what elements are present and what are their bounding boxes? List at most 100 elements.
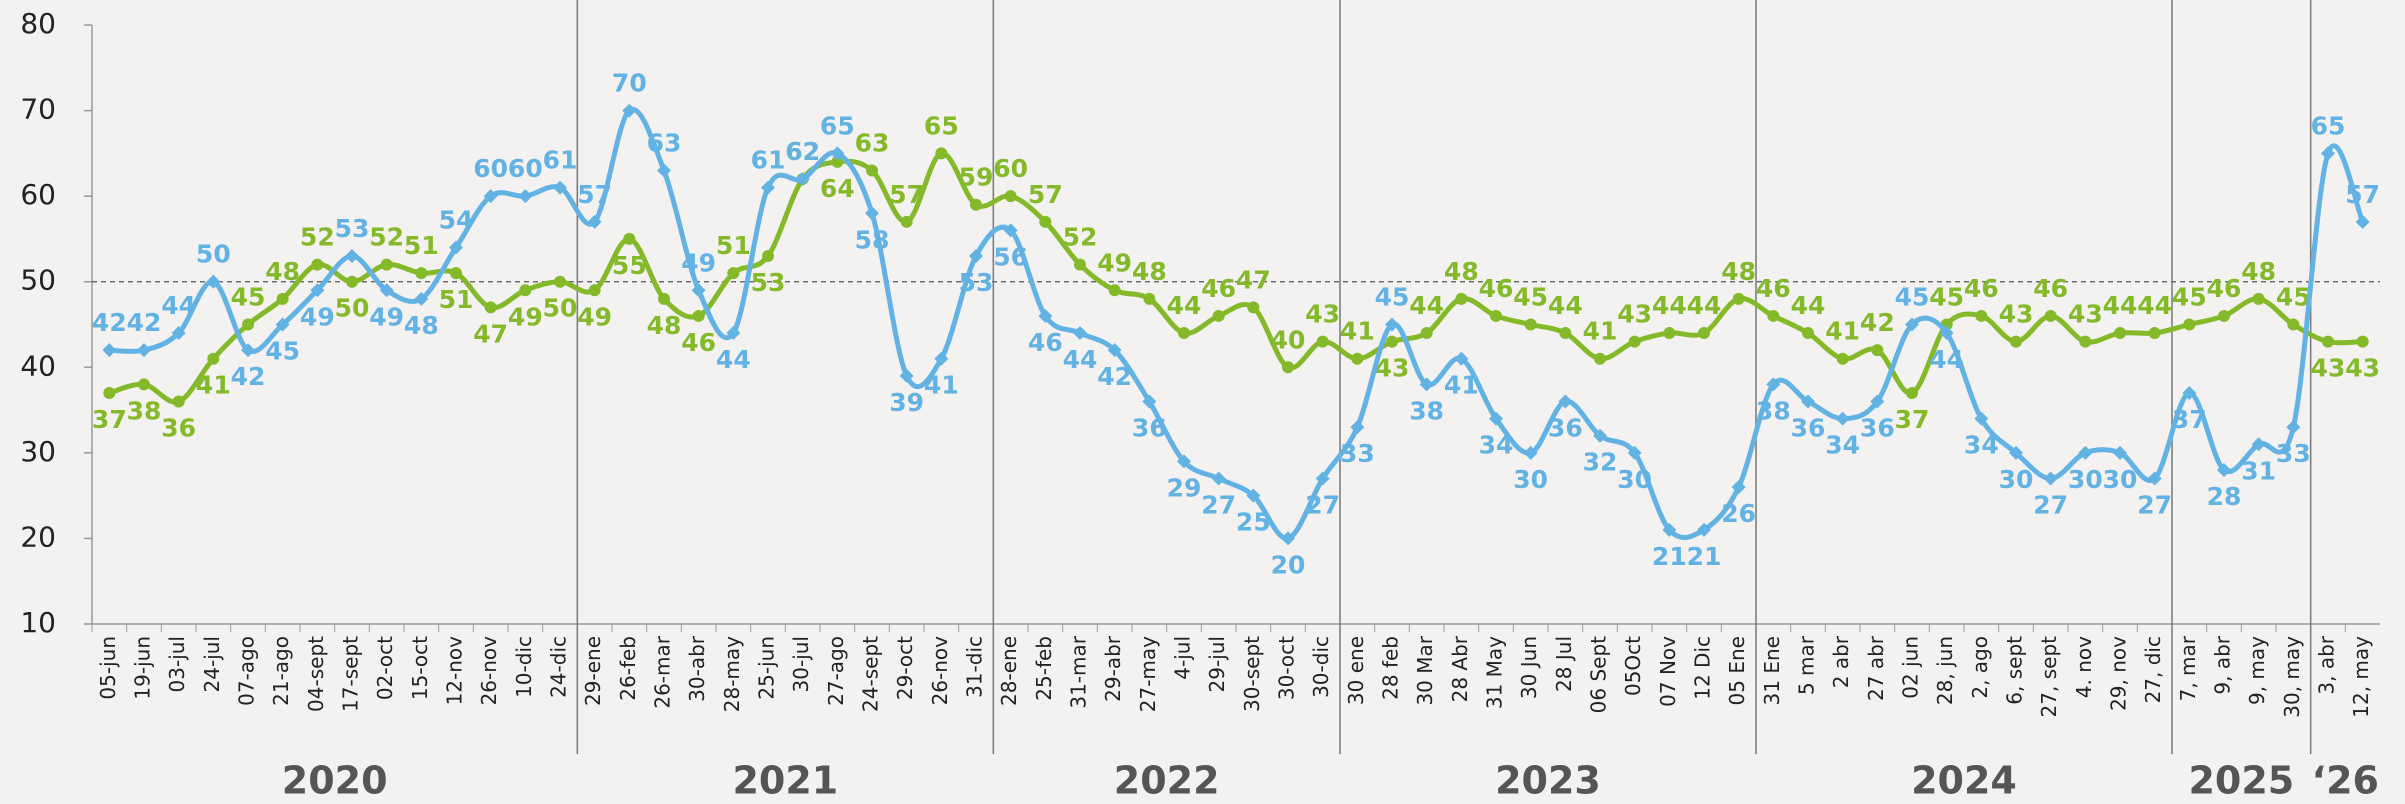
marker: [450, 267, 462, 280]
x-tick-label: 27, dic: [2141, 636, 2165, 703]
marker: [1143, 292, 1156, 305]
marker: [2079, 335, 2092, 348]
data-label: 42: [1097, 362, 1132, 391]
marker: [275, 317, 290, 332]
x-tick-label: 9, abr: [2211, 635, 2235, 694]
marker: [866, 164, 878, 177]
data-label: 41: [196, 371, 231, 400]
data-label: 70: [612, 69, 647, 98]
x-tick-label: 21-ago: [269, 636, 293, 706]
x-tick-label: 26-mar: [651, 635, 675, 708]
marker: [554, 275, 566, 288]
data-label: 41: [924, 371, 959, 400]
y-tick-label: 50: [20, 264, 56, 297]
marker: [726, 326, 741, 341]
x-tick-label: 26-nov: [928, 636, 952, 706]
marker: [1004, 190, 1017, 203]
data-label: 27: [1201, 491, 1236, 520]
marker: [1178, 327, 1190, 340]
data-label: 45: [1513, 283, 1548, 312]
data-label: 48: [1721, 257, 1756, 286]
marker: [1523, 445, 1538, 460]
data-label: 43: [2345, 354, 2380, 383]
marker: [1490, 309, 1502, 322]
data-label: 44: [1548, 291, 1583, 320]
data-label: 52: [300, 223, 335, 252]
data-label: 63: [647, 128, 682, 157]
marker: [969, 249, 983, 264]
data-label: 21: [1687, 542, 1722, 571]
data-label: 42: [231, 362, 266, 391]
data-label: 50: [196, 240, 231, 269]
marker: [1003, 223, 1018, 238]
marker: [1628, 335, 1641, 348]
data-label: 30: [2068, 465, 2103, 494]
marker: [587, 214, 602, 229]
marker: [1731, 480, 1746, 495]
marker: [206, 274, 221, 289]
x-tick-label: 02 jun: [1899, 636, 1923, 699]
data-label: 61: [543, 146, 578, 175]
year-label: 2024: [1911, 759, 2017, 803]
marker: [865, 206, 879, 221]
marker: [1247, 301, 1260, 314]
data-label: 58: [855, 225, 890, 254]
x-tick-label: 03-jul: [165, 636, 189, 692]
x-tick-label: 19-jun: [131, 636, 155, 700]
marker: [623, 232, 636, 245]
marker: [1975, 309, 1988, 322]
x-tick-label: 30-jul: [789, 636, 813, 692]
x-tick-label: 24-dic: [547, 636, 571, 698]
data-label: 60: [508, 154, 543, 183]
data-label: 34: [1479, 431, 1514, 460]
x-tick-label: 24-sept: [859, 636, 883, 712]
x-tick-label: 12, may: [2349, 636, 2373, 718]
data-label: 44: [161, 291, 196, 320]
marker: [483, 189, 498, 204]
marker: [449, 240, 463, 255]
year-label: 2020: [282, 759, 388, 803]
data-label: 43: [1305, 300, 1340, 329]
data-label: 44: [1063, 345, 1098, 374]
data-label: 51: [404, 231, 439, 260]
y-tick-label: 20: [20, 520, 56, 553]
marker: [414, 291, 429, 306]
marker: [2148, 327, 2161, 340]
marker: [727, 267, 740, 280]
y-tick-label: 60: [20, 178, 56, 211]
data-label: 48: [265, 257, 300, 286]
marker: [1698, 327, 1710, 340]
x-tick-label: 28 Abr: [1448, 635, 1472, 702]
marker: [2010, 335, 2022, 348]
marker: [1627, 445, 1642, 460]
data-label: 28: [2207, 482, 2242, 511]
marker: [207, 352, 220, 365]
data-label: 44: [2103, 291, 2138, 320]
marker: [1766, 377, 1781, 392]
x-tick-label: 29-abr: [1101, 635, 1125, 702]
y-tick-label: 70: [20, 93, 56, 126]
year-label: 2025: [2188, 759, 2294, 803]
x-tick-label: 7, mar: [2176, 635, 2200, 701]
data-label: 47: [1236, 265, 1271, 294]
data-label: 50: [335, 294, 370, 323]
marker: [1836, 352, 1849, 365]
marker: [137, 343, 151, 358]
data-label: 57: [2345, 180, 2380, 209]
data-label: 29: [1167, 473, 1202, 502]
data-label: 27: [2033, 491, 2068, 520]
y-tick-label: 30: [20, 435, 56, 468]
marker: [1732, 292, 1745, 305]
x-tick-label: 31 May: [1483, 636, 1507, 709]
data-label: 45: [2276, 283, 2311, 312]
data-label: 30: [1513, 465, 1548, 494]
marker: [2356, 335, 2369, 348]
data-label: 45: [1375, 283, 1410, 312]
x-tick-label: 07 Nov: [1656, 636, 1680, 707]
marker: [2183, 318, 2196, 331]
data-label: 36: [1548, 414, 1583, 443]
marker: [519, 284, 532, 297]
data-label: 55: [612, 251, 647, 280]
x-tick-label: 2, ago: [1968, 636, 1992, 699]
data-label: 48: [1132, 257, 1167, 286]
